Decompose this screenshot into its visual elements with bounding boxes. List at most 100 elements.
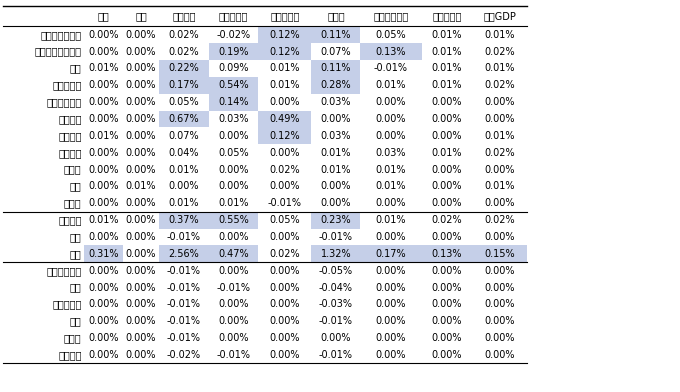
Text: 0.00%: 0.00% (432, 283, 462, 292)
Text: 0.00%: 0.00% (432, 333, 462, 343)
Text: 0.00%: 0.00% (169, 181, 199, 191)
Bar (311, 212, 360, 229)
Text: 韓国: 韓国 (70, 316, 82, 326)
Text: 0.01%: 0.01% (376, 215, 406, 225)
Text: 0.00%: 0.00% (88, 299, 118, 309)
Bar (209, 43, 258, 60)
Text: 0.23%: 0.23% (320, 215, 352, 225)
Text: 0.01%: 0.01% (270, 80, 300, 90)
Bar (311, 60, 360, 77)
Text: -0.05%: -0.05% (319, 266, 353, 276)
Text: 0.01%: 0.01% (432, 64, 462, 73)
Text: 0.00%: 0.00% (126, 64, 156, 73)
Text: 0.00%: 0.00% (432, 266, 462, 276)
Text: 0.00%: 0.00% (88, 47, 118, 56)
Text: -0.01%: -0.01% (319, 232, 353, 242)
Text: 0.01%: 0.01% (321, 165, 351, 174)
Text: 実質GDP: 実質GDP (483, 11, 516, 21)
Bar (159, 212, 209, 229)
Text: 日本: 日本 (70, 64, 82, 73)
Text: 0.00%: 0.00% (485, 350, 515, 360)
Text: 繊維・衣料: 繊維・衣料 (219, 11, 248, 21)
Text: 0.00%: 0.00% (321, 181, 351, 191)
Text: 0.00%: 0.00% (88, 114, 118, 124)
Text: 0.00%: 0.00% (88, 30, 118, 40)
Bar (311, 245, 360, 262)
Text: 食品加工: 食品加工 (172, 11, 196, 21)
Text: 0.01%: 0.01% (376, 165, 406, 174)
Text: 0.01%: 0.01% (88, 215, 118, 225)
Text: 0.00%: 0.00% (88, 181, 118, 191)
Text: 0.00%: 0.00% (88, 283, 118, 292)
Text: 0.00%: 0.00% (88, 316, 118, 326)
Text: -0.04%: -0.04% (319, 283, 353, 292)
Text: ニュージーランド: ニュージーランド (35, 47, 82, 56)
Text: 0.00%: 0.00% (218, 316, 249, 326)
Text: 0.01%: 0.01% (270, 64, 300, 73)
Text: 0.01%: 0.01% (432, 80, 462, 90)
Text: 0.01%: 0.01% (432, 148, 462, 158)
Text: 0.00%: 0.00% (432, 181, 462, 191)
Text: その他製造業: その他製造業 (373, 11, 409, 21)
Text: 0.11%: 0.11% (321, 30, 351, 40)
Text: 0.28%: 0.28% (320, 80, 352, 90)
Text: 0.00%: 0.00% (432, 131, 462, 141)
Text: 0.17%: 0.17% (375, 249, 407, 259)
Text: 0.00%: 0.00% (485, 316, 515, 326)
Text: 0.00%: 0.00% (270, 283, 300, 292)
Text: 0.00%: 0.00% (432, 350, 462, 360)
Text: ペルー: ペルー (64, 198, 82, 208)
Bar (159, 77, 209, 94)
Text: 0.00%: 0.00% (126, 215, 156, 225)
Text: アメリカ: アメリカ (58, 350, 82, 360)
Text: 0.00%: 0.00% (432, 299, 462, 309)
Text: 0.00%: 0.00% (432, 316, 462, 326)
Text: 0.00%: 0.00% (270, 299, 300, 309)
Bar (159, 245, 209, 262)
Text: -0.01%: -0.01% (216, 283, 250, 292)
Text: 0.00%: 0.00% (218, 299, 249, 309)
Text: 0.01%: 0.01% (376, 181, 406, 191)
Text: -0.03%: -0.03% (319, 299, 353, 309)
Text: チリ: チリ (70, 181, 82, 191)
Text: 0.00%: 0.00% (126, 114, 156, 124)
Text: 0.00%: 0.00% (88, 232, 118, 242)
Text: 0.00%: 0.00% (126, 266, 156, 276)
Text: 0.02%: 0.02% (169, 47, 199, 56)
Bar (311, 26, 360, 43)
Text: 0.02%: 0.02% (484, 148, 515, 158)
Text: 0.00%: 0.00% (126, 165, 156, 174)
Text: サービス業: サービス業 (432, 11, 462, 21)
Text: 0.07%: 0.07% (169, 131, 199, 141)
Text: 0.17%: 0.17% (169, 80, 199, 90)
Text: 0.01%: 0.01% (88, 64, 118, 73)
Text: 0.01%: 0.01% (485, 64, 515, 73)
Text: 0.00%: 0.00% (432, 114, 462, 124)
Text: 0.00%: 0.00% (88, 333, 118, 343)
Text: 0.03%: 0.03% (376, 148, 406, 158)
Text: 0.13%: 0.13% (432, 249, 462, 259)
Text: インドネシア: インドネシア (46, 266, 82, 276)
Text: 0.11%: 0.11% (321, 64, 351, 73)
Text: 0.01%: 0.01% (485, 131, 515, 141)
Text: 0.47%: 0.47% (218, 249, 249, 259)
Text: 0.03%: 0.03% (321, 97, 351, 107)
Text: 0.01%: 0.01% (485, 30, 515, 40)
Bar (209, 245, 258, 262)
Text: 0.12%: 0.12% (269, 131, 301, 141)
Text: -0.01%: -0.01% (167, 266, 201, 276)
Text: 0.05%: 0.05% (218, 148, 249, 158)
Text: 0.67%: 0.67% (169, 114, 199, 124)
Text: 0.12%: 0.12% (269, 30, 301, 40)
Text: 0.00%: 0.00% (126, 232, 156, 242)
Text: 0.00%: 0.00% (126, 131, 156, 141)
Text: 0.00%: 0.00% (485, 198, 515, 208)
Text: 0.15%: 0.15% (484, 249, 515, 259)
Text: 0.02%: 0.02% (269, 249, 301, 259)
Text: 0.00%: 0.00% (432, 97, 462, 107)
Text: 0.07%: 0.07% (320, 47, 352, 56)
Text: 0.00%: 0.00% (270, 266, 300, 276)
Text: 0.00%: 0.00% (218, 165, 249, 174)
Text: 0.12%: 0.12% (269, 47, 301, 56)
Text: 0.02%: 0.02% (432, 215, 462, 225)
